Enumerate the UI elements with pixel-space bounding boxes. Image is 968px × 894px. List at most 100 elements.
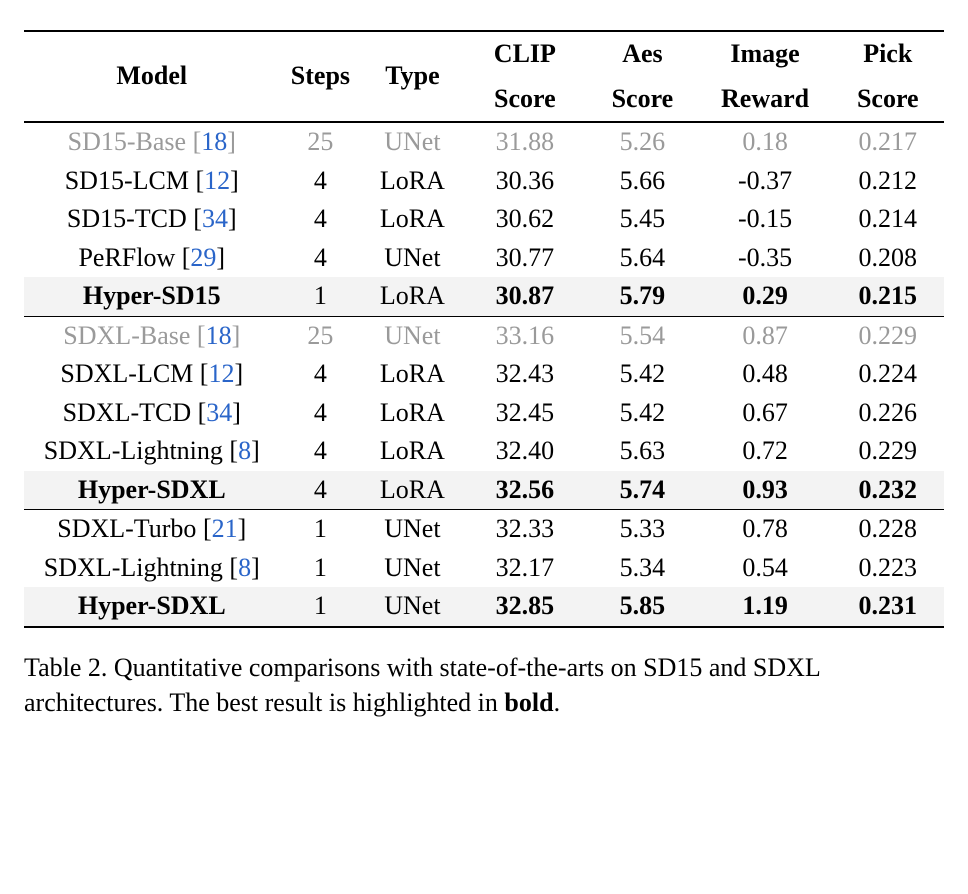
- model-name: Hyper-SDXL: [78, 475, 226, 504]
- cell-model: SD15-Base [18]: [24, 122, 280, 162]
- cell-steps: 4: [280, 355, 362, 394]
- cell-aes: 5.79: [586, 277, 698, 316]
- cell-steps: 4: [280, 162, 362, 201]
- cell-model: SDXL-Lightning [8]: [24, 549, 280, 588]
- cell-pick: 0.217: [832, 122, 945, 162]
- cell-pick: 0.224: [832, 355, 945, 394]
- cell-aes: 5.74: [586, 471, 698, 510]
- cell-clip: 32.33: [464, 510, 587, 549]
- cell-type: UNet: [361, 549, 463, 588]
- cell-image: 0.29: [699, 277, 832, 316]
- col-header-model: Model: [24, 31, 280, 122]
- col-header-pick-2: Score: [832, 77, 945, 123]
- model-name: SD15-TCD: [67, 204, 187, 233]
- cell-type: UNet: [361, 122, 463, 162]
- table-header: Model Steps Type CLIP Aes Image Pick Sco…: [24, 31, 944, 122]
- col-header-type: Type: [361, 31, 463, 122]
- table-row: PeRFlow [29]4UNet30.775.64-0.350.208: [24, 239, 944, 278]
- citation-link[interactable]: 12: [204, 166, 230, 195]
- model-name: SDXL-Base: [63, 321, 190, 350]
- cell-image: 0.54: [699, 549, 832, 588]
- model-name: SD15-LCM: [65, 166, 189, 195]
- model-name: SDXL-TCD: [63, 398, 192, 427]
- cell-image: 1.19: [699, 587, 832, 627]
- cell-pick: 0.232: [832, 471, 945, 510]
- citation-link[interactable]: 12: [208, 359, 234, 388]
- col-header-aes-2: Score: [586, 77, 698, 123]
- cell-model: SDXL-Base [18]: [24, 316, 280, 355]
- citation-link[interactable]: 18: [201, 127, 227, 156]
- cell-type: LoRA: [361, 471, 463, 510]
- citation-link[interactable]: 8: [238, 436, 251, 465]
- cell-steps: 4: [280, 239, 362, 278]
- table-row: Hyper-SD151LoRA30.875.790.290.215: [24, 277, 944, 316]
- cell-pick: 0.212: [832, 162, 945, 201]
- cell-image: 0.67: [699, 394, 832, 433]
- cell-pick: 0.223: [832, 549, 945, 588]
- table-row: SD15-LCM [12]4LoRA30.365.66-0.370.212: [24, 162, 944, 201]
- cell-clip: 32.17: [464, 549, 587, 588]
- table-caption: Table 2. Quantitative comparisons with s…: [24, 650, 944, 720]
- cell-steps: 1: [280, 549, 362, 588]
- cell-model: Hyper-SDXL: [24, 587, 280, 627]
- cell-clip: 32.56: [464, 471, 587, 510]
- col-header-steps: Steps: [280, 31, 362, 122]
- cell-clip: 32.43: [464, 355, 587, 394]
- cell-type: UNet: [361, 510, 463, 549]
- citation-link[interactable]: 34: [202, 204, 228, 233]
- results-table: Model Steps Type CLIP Aes Image Pick Sco…: [24, 30, 944, 628]
- caption-prefix: Table 2. Quantitative comparisons with s…: [24, 653, 820, 717]
- cell-type: LoRA: [361, 162, 463, 201]
- cell-clip: 31.88: [464, 122, 587, 162]
- cell-image: -0.35: [699, 239, 832, 278]
- cell-clip: 30.36: [464, 162, 587, 201]
- citation-link[interactable]: 29: [190, 243, 216, 272]
- citation-link[interactable]: 21: [212, 514, 238, 543]
- cell-aes: 5.85: [586, 587, 698, 627]
- citation-link[interactable]: 8: [238, 553, 251, 582]
- cell-model: SDXL-Lightning [8]: [24, 432, 280, 471]
- model-name: SDXL-Lightning: [44, 436, 223, 465]
- table-body: SD15-Base [18]25UNet31.885.260.180.217SD…: [24, 122, 944, 627]
- cell-clip: 30.77: [464, 239, 587, 278]
- citation-link[interactable]: 18: [206, 321, 232, 350]
- cell-steps: 4: [280, 432, 362, 471]
- col-header-image-1: Image: [699, 31, 832, 77]
- cell-steps: 1: [280, 510, 362, 549]
- cell-aes: 5.33: [586, 510, 698, 549]
- table-row: SD15-Base [18]25UNet31.885.260.180.217: [24, 122, 944, 162]
- citation-link[interactable]: 34: [206, 398, 232, 427]
- cell-type: UNet: [361, 587, 463, 627]
- cell-image: 0.93: [699, 471, 832, 510]
- cell-aes: 5.45: [586, 200, 698, 239]
- cell-model: SD15-LCM [12]: [24, 162, 280, 201]
- model-name: PeRFlow: [78, 243, 175, 272]
- cell-aes: 5.54: [586, 316, 698, 355]
- cell-pick: 0.215: [832, 277, 945, 316]
- caption-suffix: .: [554, 688, 561, 717]
- cell-pick: 0.229: [832, 432, 945, 471]
- model-name: SDXL-Lightning: [44, 553, 223, 582]
- cell-clip: 32.40: [464, 432, 587, 471]
- cell-steps: 1: [280, 587, 362, 627]
- cell-steps: 4: [280, 394, 362, 433]
- cell-clip: 32.85: [464, 587, 587, 627]
- table-row: SDXL-LCM [12]4LoRA32.435.420.480.224: [24, 355, 944, 394]
- caption-bold: bold: [504, 688, 553, 717]
- col-header-clip-2: Score: [464, 77, 587, 123]
- table-row: SD15-TCD [34]4LoRA30.625.45-0.150.214: [24, 200, 944, 239]
- cell-steps: 4: [280, 471, 362, 510]
- col-header-aes-1: Aes: [586, 31, 698, 77]
- cell-steps: 25: [280, 316, 362, 355]
- model-name: Hyper-SDXL: [78, 591, 226, 620]
- cell-steps: 4: [280, 200, 362, 239]
- table-row: SDXL-Lightning [8]1UNet32.175.340.540.22…: [24, 549, 944, 588]
- cell-type: UNet: [361, 316, 463, 355]
- cell-image: 0.78: [699, 510, 832, 549]
- cell-model: Hyper-SDXL: [24, 471, 280, 510]
- cell-type: LoRA: [361, 200, 463, 239]
- cell-type: LoRA: [361, 432, 463, 471]
- model-name: SD15-Base: [68, 127, 186, 156]
- cell-model: SDXL-TCD [34]: [24, 394, 280, 433]
- cell-pick: 0.226: [832, 394, 945, 433]
